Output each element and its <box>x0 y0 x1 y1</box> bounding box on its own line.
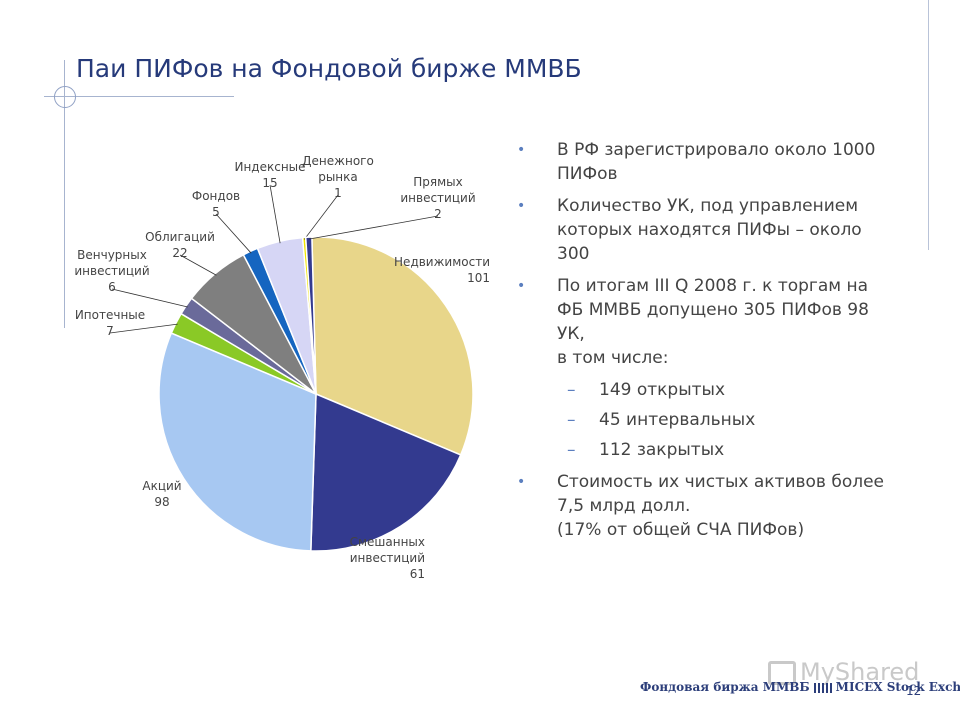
slice-label: Индексные <box>234 160 305 174</box>
bullet-text-line: ПИФов <box>557 164 618 184</box>
sub-bullet-item: – 112 закрытых <box>517 438 917 462</box>
sub-bullet-text: 149 открытых <box>599 380 726 400</box>
slice-value-label: 98 <box>154 495 169 509</box>
slice-value-label: 7 <box>106 324 114 338</box>
slide-title: Паи ПИФов на Фондовой бирже ММВБ <box>76 54 582 83</box>
dash-icon: – <box>567 380 576 400</box>
pie-slice <box>311 236 474 456</box>
leader-line <box>215 213 252 254</box>
slice-label: Ипотечные <box>75 308 145 322</box>
slice-label: Фондов <box>192 189 240 203</box>
footer-brand: Фондовая биржа ММВБ MICEX Stock Exchange <box>640 680 960 694</box>
bullet-text-line: Стоимость их чистых активов более <box>557 472 885 492</box>
sub-bullet-item: – 45 интервальных <box>517 408 917 432</box>
decor-right-line <box>928 0 929 250</box>
dash-icon: – <box>567 440 576 460</box>
dash-icon: – <box>567 410 576 430</box>
bullet-item: • По итогам III Q 2008 г. к торгам на ФБ М… <box>517 274 917 370</box>
slice-value-label: 15 <box>262 176 277 190</box>
slice-label: Облигаций <box>145 230 215 244</box>
leader-line <box>303 194 339 240</box>
watermark: MyShared <box>768 658 919 686</box>
sub-bullet-text: 112 закрытых <box>599 440 725 460</box>
pie-slice <box>158 332 317 552</box>
slice-value-label: 22 <box>172 246 187 260</box>
bullet-text-line: ФБ ММВБ допущено 305 ПИФов 98 <box>557 300 869 320</box>
page-number: 12 <box>906 684 922 698</box>
footer-brand-ru: Фондовая биржа ММВБ <box>640 680 810 694</box>
bullet-text-line: в том числе: <box>557 348 669 368</box>
leader-line <box>269 184 281 244</box>
slice-label: инвестиций <box>350 551 425 565</box>
slice-value-label: 1 <box>334 186 342 200</box>
pie-slice <box>304 236 317 395</box>
slice-label: Прямых <box>413 175 463 189</box>
slice-label: инвестиций <box>74 264 149 278</box>
decor-horizontal-line <box>44 96 234 97</box>
bullet-text-line: В РФ зарегистрировало около 1000 <box>557 140 876 160</box>
bullet-text-line: Количество УК, под управлением <box>557 196 859 216</box>
slice-value-label: 61 <box>410 567 425 581</box>
bullet-item: • В РФ зарегистрировало около 1000 ПИФов <box>517 138 917 186</box>
bullet-dot-icon: • <box>517 278 526 294</box>
slice-value-label: 6 <box>108 280 116 294</box>
bullet-text-line: которых находятся ПИФы – около <box>557 220 862 240</box>
leader-line <box>109 323 178 334</box>
footer-brand-en: MICEX Stock Exchange <box>835 680 960 694</box>
bullet-text-line: 300 <box>557 244 590 264</box>
bullet-item: • Стоимость их чистых активов более 7,5 мл… <box>517 470 917 542</box>
bullet-dot-icon: • <box>517 198 526 214</box>
leader-line <box>179 254 217 276</box>
leader-line <box>308 215 439 240</box>
decor-vertical-line <box>64 60 65 328</box>
bullet-item: • Количество УК, под управлением которых н… <box>517 194 917 266</box>
slice-label: Денежного <box>302 154 374 168</box>
slice-label: инвестиций <box>400 191 475 205</box>
bullet-text-line: По итогам III Q 2008 г. к торгам на <box>557 276 869 296</box>
slice-label: рынка <box>318 170 358 184</box>
bullet-text-line: УК, <box>557 324 585 344</box>
pie-slice <box>310 392 462 552</box>
sub-bullet-text: 45 интервальных <box>599 410 756 430</box>
slice-value-label: 5 <box>212 205 220 219</box>
slice-value-label: 101 <box>467 271 490 285</box>
slice-value-label: 2 <box>434 207 442 221</box>
bullet-list: • В РФ зарегистрировало около 1000 ПИФов • К… <box>517 138 917 550</box>
slice-label: Акций <box>142 479 181 493</box>
bullet-text-line: (17% от общей СЧА ПИФов) <box>557 520 805 540</box>
slice-label: Недвижимости <box>394 255 490 269</box>
micex-logo-icon <box>813 682 832 693</box>
decor-circle <box>54 86 76 108</box>
bullet-dot-icon: • <box>517 142 526 158</box>
watermark-logo-icon <box>768 661 796 685</box>
bullet-text-line: 7,5 млрд долл. <box>557 496 691 516</box>
bullet-dot-icon: • <box>517 474 526 490</box>
watermark-text: MyShared <box>800 658 920 686</box>
sub-bullet-item: – 149 открытых <box>517 378 917 402</box>
slice-label: Смешанных <box>350 535 425 549</box>
leader-line <box>111 288 188 308</box>
slice-label: Венчурных <box>77 248 147 262</box>
